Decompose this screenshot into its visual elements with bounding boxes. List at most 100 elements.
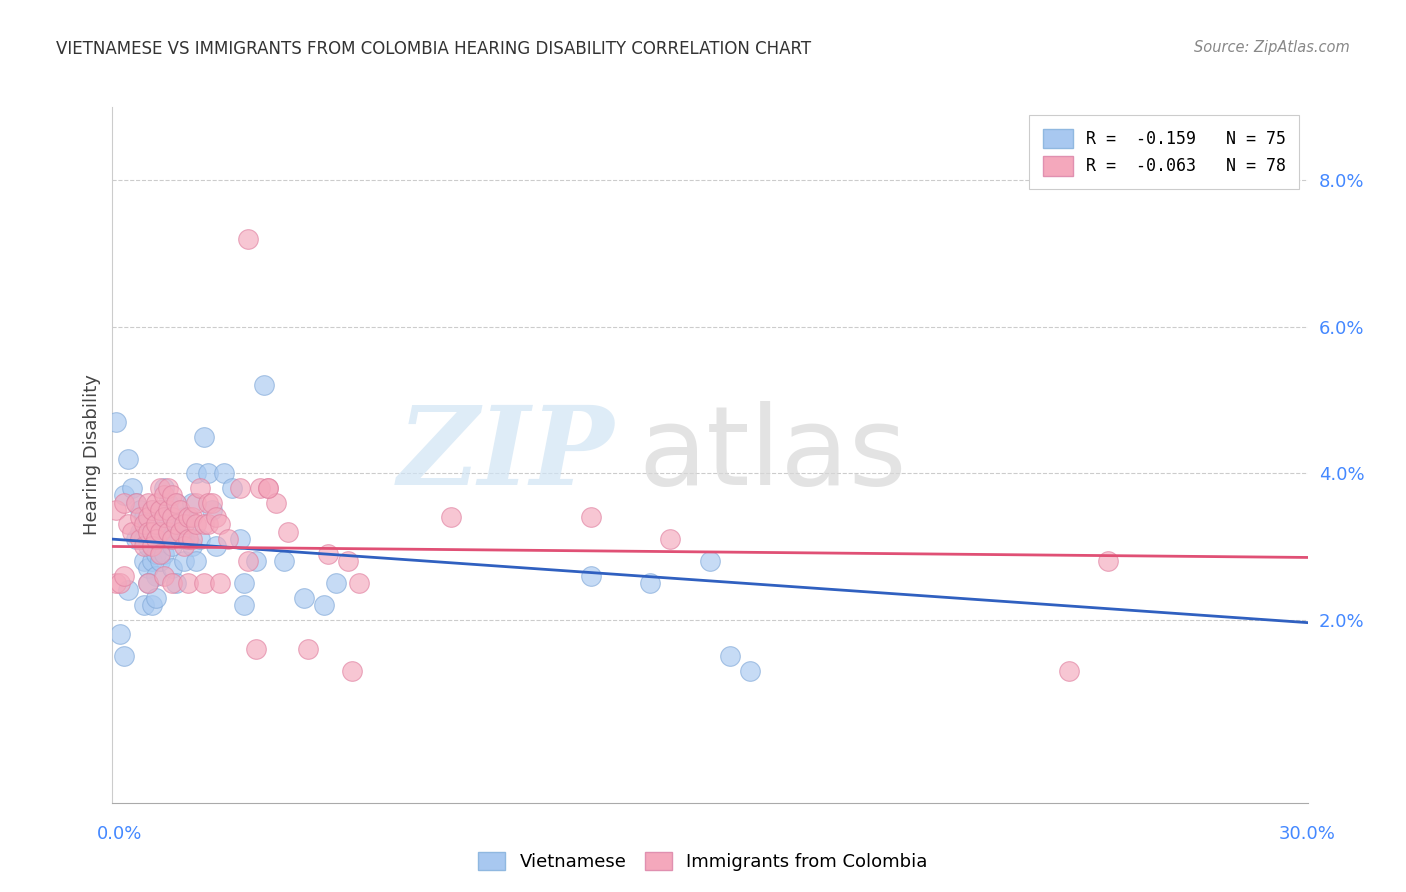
Point: [129, 510, 152, 524]
Point: [114, 568, 135, 582]
Point: [149, 532, 172, 546]
Point: [186, 554, 208, 568]
Point: [188, 532, 211, 546]
Point: [125, 495, 148, 509]
Point: [181, 510, 204, 524]
Point: [173, 540, 195, 554]
Point: [169, 524, 191, 539]
Point: [138, 540, 160, 554]
Point: [129, 503, 152, 517]
Point: [1097, 554, 1119, 568]
Point: [245, 642, 267, 657]
Point: [134, 510, 156, 524]
Point: [141, 540, 163, 554]
Point: [134, 532, 156, 546]
Point: [145, 532, 167, 546]
Point: [201, 495, 224, 509]
Point: [138, 561, 160, 575]
Point: [110, 627, 132, 641]
Point: [165, 576, 187, 591]
Point: [141, 540, 163, 554]
Point: [165, 495, 187, 509]
Point: [440, 510, 463, 524]
Point: [121, 481, 143, 495]
Point: [138, 576, 160, 591]
Point: [205, 540, 228, 554]
Point: [212, 467, 235, 481]
Point: [157, 495, 180, 509]
Point: [162, 488, 183, 502]
Point: [105, 576, 128, 591]
Point: [169, 524, 191, 539]
Point: [149, 524, 172, 539]
Point: [217, 532, 239, 546]
Point: [114, 495, 135, 509]
Point: [173, 510, 195, 524]
Point: [277, 524, 299, 539]
Point: [177, 532, 200, 546]
Point: [162, 576, 183, 591]
Point: [349, 576, 371, 591]
Point: [117, 583, 139, 598]
Point: [162, 532, 183, 546]
Point: [138, 495, 160, 509]
Point: [236, 232, 259, 246]
Point: [659, 532, 682, 546]
Point: [177, 510, 200, 524]
Point: [173, 532, 195, 546]
Legend: Vietnamese, Immigrants from Colombia: Vietnamese, Immigrants from Colombia: [471, 845, 935, 879]
Point: [145, 568, 167, 582]
Point: [134, 540, 156, 554]
Point: [145, 510, 167, 524]
Point: [145, 517, 167, 532]
Point: [236, 554, 259, 568]
Point: [638, 576, 662, 591]
Point: [193, 517, 215, 532]
Point: [181, 495, 204, 509]
Point: [738, 664, 761, 678]
Point: [188, 481, 211, 495]
Point: [153, 568, 176, 582]
Point: [157, 510, 180, 524]
Point: [162, 540, 183, 554]
Point: [145, 495, 167, 509]
Point: [173, 554, 195, 568]
Point: [201, 503, 224, 517]
Point: [157, 481, 180, 495]
Text: VIETNAMESE VS IMMIGRANTS FROM COLOMBIA HEARING DISABILITY CORRELATION CHART: VIETNAMESE VS IMMIGRANTS FROM COLOMBIA H…: [56, 40, 811, 58]
Point: [153, 547, 176, 561]
Point: [205, 510, 228, 524]
Point: [193, 576, 215, 591]
Text: 0.0%: 0.0%: [97, 825, 142, 843]
Point: [138, 576, 160, 591]
Point: [297, 642, 319, 657]
Point: [105, 503, 128, 517]
Point: [579, 568, 602, 582]
Point: [229, 481, 252, 495]
Point: [173, 517, 195, 532]
Point: [165, 495, 187, 509]
Point: [138, 510, 160, 524]
Point: [162, 561, 183, 575]
Text: atlas: atlas: [638, 401, 907, 508]
Point: [145, 532, 167, 546]
Point: [153, 488, 176, 502]
Point: [157, 503, 180, 517]
Point: [149, 517, 172, 532]
Point: [129, 524, 152, 539]
Point: [149, 481, 172, 495]
Legend: R =  -0.159   N = 75, R =  -0.063   N = 78: R = -0.159 N = 75, R = -0.063 N = 78: [1029, 115, 1299, 189]
Point: [153, 503, 176, 517]
Point: [117, 451, 139, 466]
Point: [233, 598, 256, 612]
Point: [253, 378, 276, 392]
Point: [165, 517, 187, 532]
Point: [138, 524, 160, 539]
Point: [245, 554, 267, 568]
Point: [157, 524, 180, 539]
Point: [579, 510, 602, 524]
Point: [141, 524, 163, 539]
Point: [141, 554, 163, 568]
Point: [134, 554, 156, 568]
Point: [134, 598, 156, 612]
